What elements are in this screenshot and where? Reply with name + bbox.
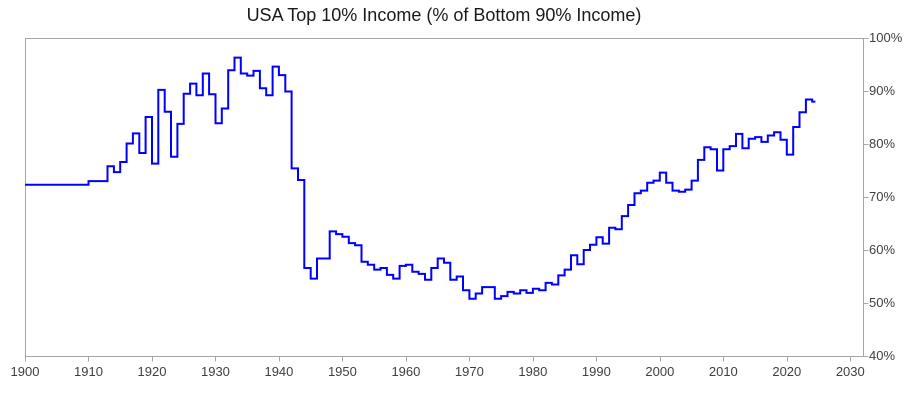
x-tick-label: 1990: [581, 364, 611, 379]
y-tick-label: 90%: [869, 83, 896, 98]
x-tick-label: 1930: [200, 364, 230, 379]
y-tick-label: 80%: [869, 136, 896, 151]
y-tick-label: 40%: [869, 348, 896, 363]
y-tick-label: 100%: [869, 30, 903, 45]
x-tick-label: 1980: [518, 364, 548, 379]
chart-title: USA Top 10% Income (% of Bottom 90% Inco…: [246, 5, 642, 25]
x-tick-label: 1950: [327, 364, 357, 379]
x-tick-label: 1970: [454, 364, 484, 379]
x-tick-label: 1920: [137, 364, 167, 379]
x-tick-label: 2010: [708, 364, 738, 379]
x-tick-label: 2000: [645, 364, 675, 379]
plot-border: [25, 38, 864, 357]
y-tick-label: 50%: [869, 295, 896, 310]
x-tick-label: 1910: [74, 364, 103, 379]
x-tick-label: 2020: [772, 364, 802, 379]
y-tick-label: 70%: [869, 189, 896, 204]
x-tick-label: 1960: [391, 364, 421, 379]
x-tick-label: 1940: [264, 364, 294, 379]
income-ratio-step-line: [25, 56, 816, 300]
x-tick-label: 2030: [835, 364, 865, 379]
x-tick-label: 1900: [10, 364, 40, 379]
y-tick-label: 60%: [869, 242, 896, 257]
